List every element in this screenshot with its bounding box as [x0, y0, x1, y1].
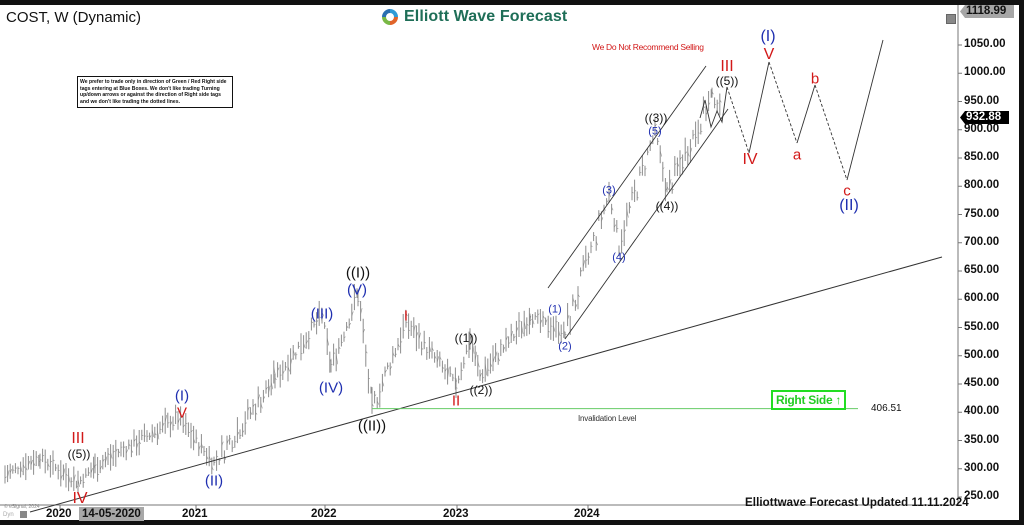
wave-label: III: [720, 58, 734, 75]
right-side-label: Right Side: [776, 393, 833, 407]
wave-label: (II): [839, 197, 859, 214]
wave-label: (IV): [318, 379, 344, 397]
wave-label: (V): [347, 281, 367, 299]
invalidation-value: 406.51: [871, 403, 902, 414]
wave-label: c: [843, 182, 851, 200]
y-tick-label: 650.00: [964, 264, 1000, 276]
wave-label: III: [71, 430, 85, 447]
wave-label: (III): [310, 305, 334, 323]
updated-note: Elliottwave Forecast Updated 11.11.2024: [745, 497, 969, 509]
brand-logo: Elliott Wave Forecast: [380, 7, 567, 27]
y-tick-label: 500.00: [964, 348, 1000, 361]
price-chart-canvas: [0, 5, 962, 513]
no-sell-note: We Do Not Recommend Selling: [592, 42, 704, 52]
y-tick-label: 300.00: [964, 461, 1000, 474]
wave-label: a: [792, 146, 802, 164]
y-tick-label: 600.00: [964, 292, 1000, 305]
wave-label: ((2)): [469, 383, 493, 397]
wave-label: ((4)): [655, 199, 679, 213]
x-tick-label: 2024: [574, 508, 600, 520]
y-tick-label: 550.00: [964, 320, 1000, 333]
wave-label: b: [810, 70, 820, 88]
y-tick-label: 800.00: [964, 179, 1000, 192]
trading-disclaimer: We prefer to trade only in direction of …: [77, 76, 233, 109]
wave-label: (2): [558, 340, 572, 353]
x-tick-label: 2020: [46, 508, 72, 520]
wave-label: (4): [612, 251, 626, 264]
date-cursor-label: 14-05-2020: [79, 507, 144, 521]
x-tick-label: 2023: [443, 508, 469, 520]
up-arrow-icon: ↑: [835, 393, 842, 407]
invalidation-label: Invalidation Level: [578, 414, 637, 423]
wave-label: (5): [648, 125, 662, 138]
wave-label: V: [763, 46, 775, 63]
wave-label: ((I)): [345, 264, 371, 282]
brand-name: Elliott Wave Forecast: [404, 8, 568, 25]
last-price-flag: 932.88: [960, 111, 1010, 124]
wave-label: ((II)): [357, 417, 387, 435]
esignal-credit: © eSignal, 2024: [4, 504, 40, 510]
y-tick-label: 900.00: [964, 122, 1000, 135]
y-tick-label: 250.00: [964, 490, 1000, 502]
dynamic-mode-label: Dyn: [3, 512, 14, 518]
wave-label: (II): [204, 472, 224, 490]
y-tick-label: 950.00: [964, 94, 1000, 107]
wave-label: ((5)): [715, 74, 739, 88]
wave-label: IV: [72, 490, 88, 507]
wave-label: (3): [602, 184, 616, 197]
wave-label: V: [176, 404, 188, 422]
maximize-icon[interactable]: [946, 14, 956, 24]
y-tick-label: 750.00: [964, 207, 1000, 220]
y-tick-label: 850.00: [964, 151, 1000, 163]
symbol-title: COST, W (Dynamic): [6, 9, 141, 26]
dynamic-mode-toggle[interactable]: [20, 511, 27, 518]
x-tick-label: 2021: [182, 508, 208, 520]
wave-label: (I): [174, 387, 190, 405]
wave-label: I: [403, 307, 409, 325]
high-price-flag: 1118.99: [960, 5, 1015, 18]
y-tick-label: 1050.00: [964, 38, 1006, 50]
right-side-tag: Right Side ↑: [771, 390, 847, 410]
y-tick-label: 700.00: [964, 235, 1000, 248]
wave-label: ((1)): [454, 331, 478, 345]
x-tick-label: 2022: [311, 508, 337, 520]
wave-label: II: [451, 392, 461, 410]
y-tick-label: 350.00: [964, 433, 1000, 446]
y-tick-label: 1000.00: [964, 66, 1006, 79]
wave-label: ((3)): [644, 111, 668, 125]
recycle-logo-icon: [382, 9, 398, 25]
wave-label: (I): [760, 28, 776, 45]
chart-window: COST, W (Dynamic) Elliott Wave Forecast …: [0, 5, 1022, 523]
wave-label: (1): [548, 303, 562, 316]
y-tick-label: 450.00: [964, 377, 1000, 389]
wave-label: IV: [742, 151, 758, 168]
wave-label: ((5)): [67, 447, 91, 461]
y-tick-label: 400.00: [964, 405, 1000, 418]
